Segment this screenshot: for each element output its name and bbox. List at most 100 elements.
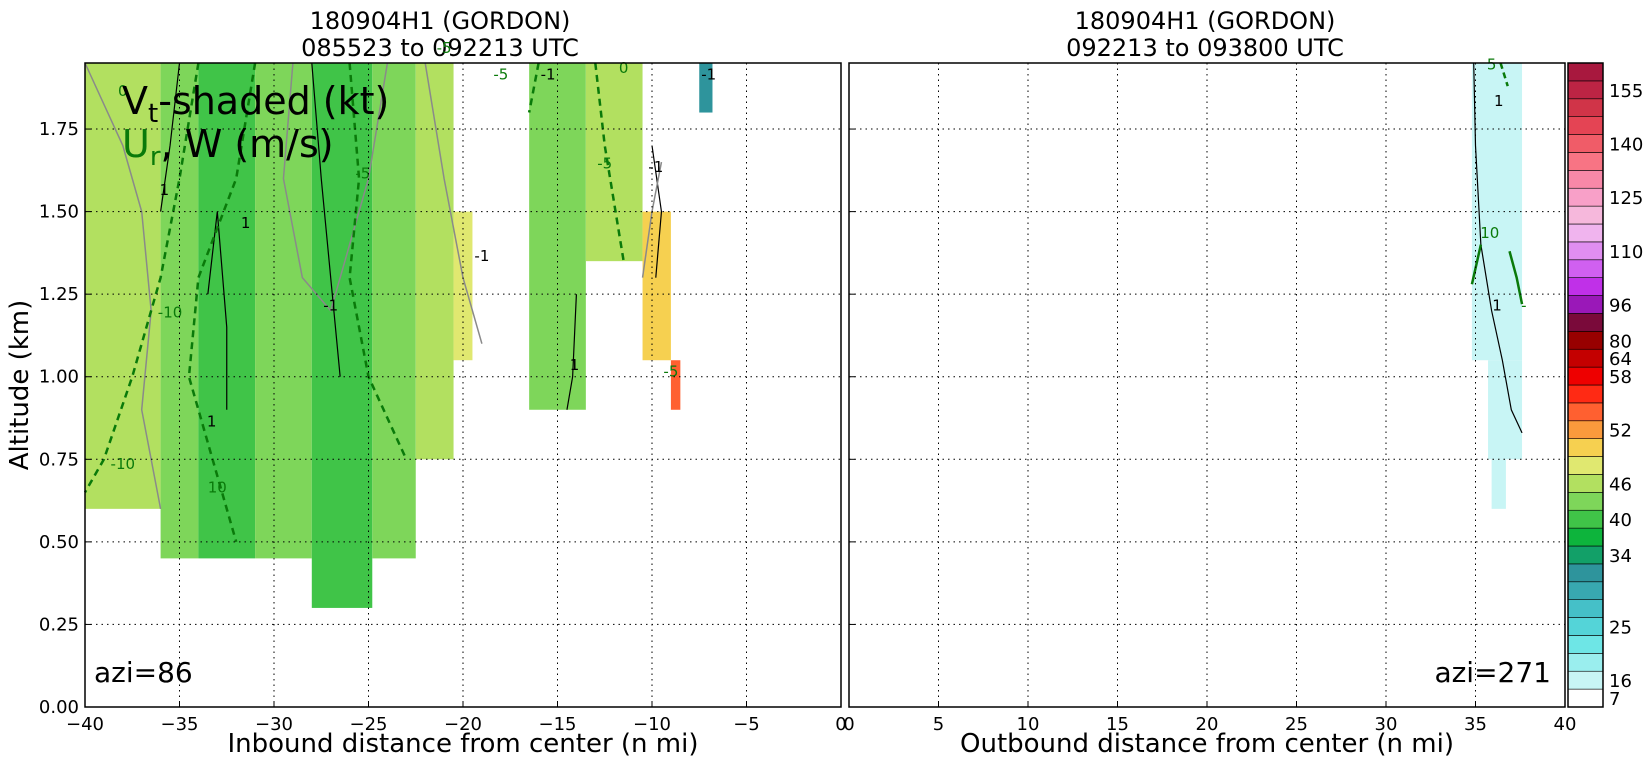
legend-ur-symbol: U [122,122,150,166]
vt-shaded-cell [1491,459,1506,509]
right-title-line1: 180904H1 (GORDON) [1075,7,1336,35]
colorbar-tick-label: 64 [1609,349,1632,370]
colorbar-tick-label: 25 [1609,618,1632,639]
right-shading [1471,63,1523,509]
x-tick-label: 5 [933,714,944,735]
right-azimuth-annotation: azi=271 [1434,656,1551,689]
y-tick-label: 0.50 [39,532,79,553]
ur-contour-label: 0 [619,59,629,77]
left-panel: 180904H1 (GORDON) 085523 to 092213 UTC 1… [5,7,847,759]
colorbar-cell [1567,170,1604,189]
colorbar-tick-label: 80 [1609,331,1632,352]
colorbar-tick-label: 52 [1609,421,1632,442]
colorbar-tick-label: 110 [1609,242,1643,263]
colorbar-cell [1567,420,1604,439]
x-tick-label: −30 [255,714,293,735]
x-tick-label: 20 [1196,714,1219,735]
x-tick-label: −25 [350,714,388,735]
colorbar-cell [1567,277,1604,296]
ur-contour-label: -5 [437,39,452,57]
vt-shaded-cell [415,63,454,460]
colorbar-cell [1567,241,1604,261]
w-zero-contour-line [84,62,162,509]
right-plot-frame [848,62,1566,708]
svg-text:Vt-shaded (kt): Vt-shaded (kt) [122,79,389,129]
vt-shaded-cell [699,63,713,113]
left-y-ticks: 0.00 0.25 0.50 0.75 1.00 1.25 1.50 1.75 [39,119,91,718]
right-title-line2: 092213 to 093800 UTC [1066,34,1344,62]
colorbar-cell [1567,402,1604,422]
vt-shaded-cell [372,63,416,559]
w-contour-label: 1 [160,181,170,199]
vt-shaded-cell [255,63,312,559]
colorbar-tick-label: 96 [1609,296,1632,317]
ur-contour-label: 10 [208,478,227,496]
colorbar-cell [1567,509,1604,529]
w-contour-line [566,294,577,410]
x-tick-label: 40 [1554,714,1577,735]
colorbar-frame [1567,62,1604,708]
vt-shaded-cell [453,211,473,361]
right-x-axis-label: Outbound distance from center (n mi) [960,729,1454,759]
w-contour-line [651,145,663,278]
w-contour-label: -1 [474,247,489,265]
x-tick-label: −40 [66,714,104,735]
colorbar-tick-label: 16 [1609,671,1632,692]
x-tick-label: 15 [1106,714,1129,735]
y-tick-label: 0.75 [39,449,79,470]
left-title-line1: 180904H1 (GORDON) [310,7,571,35]
colorbar-cell [1567,313,1604,332]
colorbar-cell [1567,134,1604,153]
ur-contour-label: -5 [663,363,678,381]
vt-shaded-cell [585,63,643,262]
colorbar-tick-label: 140 [1609,135,1643,156]
w-contour-label: 1 [241,214,251,232]
legend-vt-symbol: V [122,79,148,123]
ur-contour-line [348,62,408,460]
colorbar-cell [1567,223,1604,243]
right-grid [849,63,1565,708]
y-tick-label: 1.75 [39,119,79,140]
colorbar-tick-label: 46 [1609,474,1632,495]
y-axis-label: Altitude (km) [5,300,35,471]
ur-contour-label: -5 [493,66,508,84]
w-contour-label: -1 [541,66,556,84]
left-azimuth-annotation: azi=86 [94,656,193,689]
colorbar-cell [1567,152,1604,171]
legend-w-rest: , W (m/s) [161,122,334,166]
ur-contour-label: -5 [597,155,612,173]
legend-ur-subscript: r [150,142,161,172]
colorbar-cell [1567,545,1604,565]
right-x-ticks: 0 5 10 15 20 25 30 35 40 [843,701,1576,735]
x-tick-label: −10 [633,714,671,735]
svg-text:Ur, W (m/s): Ur, W (m/s) [122,122,334,172]
colorbar-cell [1567,98,1604,117]
y-tick-label: 1.50 [39,202,79,223]
colorbar-tick-label: 40 [1609,510,1632,531]
colorbar-cell [1567,492,1604,511]
colorbar-cell [1567,331,1604,350]
y-tick-label: 1.00 [39,367,79,388]
colorbar-cell [1567,670,1604,690]
w-contour-label: 1 [1494,92,1504,110]
ur-contour-line [187,62,257,543]
vt-shaded-cell [529,63,586,410]
vt-shaded-cell [311,63,373,608]
colorbar-cell [1567,438,1604,457]
ur-contour-line [1499,62,1509,87]
ur-contour-line [594,62,625,262]
vt-shaded-cell [85,63,161,509]
colorbar-tick-label: 155 [1609,81,1643,102]
ur-contour-label: 5 [1487,56,1497,74]
x-tick-label: −15 [539,714,577,735]
w-zero-contour-line [424,62,483,344]
colorbar-cell [1567,527,1604,547]
left-shading [85,63,713,608]
w-contour-line [311,62,341,377]
w-contour-label: 1 [570,356,580,374]
x-tick-label: 25 [1285,714,1308,735]
left-x-axis-label: Inbound distance from center (n mi) [228,729,699,759]
ur-contour-line [527,62,540,113]
